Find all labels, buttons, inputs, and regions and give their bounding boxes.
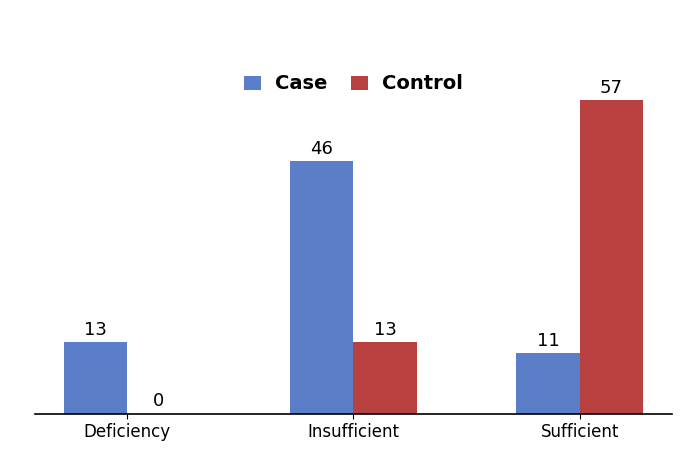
Text: 13: 13 [374, 321, 396, 339]
Bar [290, 161, 353, 414]
Text: 46: 46 [310, 140, 333, 157]
Text: 0: 0 [153, 392, 164, 410]
Bar [353, 342, 416, 414]
Text: 11: 11 [537, 332, 559, 350]
Bar [64, 342, 127, 414]
Text: 57: 57 [600, 79, 623, 97]
Legend: Case, Control: Case, Control [236, 66, 471, 101]
Text: 13: 13 [84, 321, 107, 339]
Bar [516, 353, 580, 414]
Bar [580, 101, 643, 414]
